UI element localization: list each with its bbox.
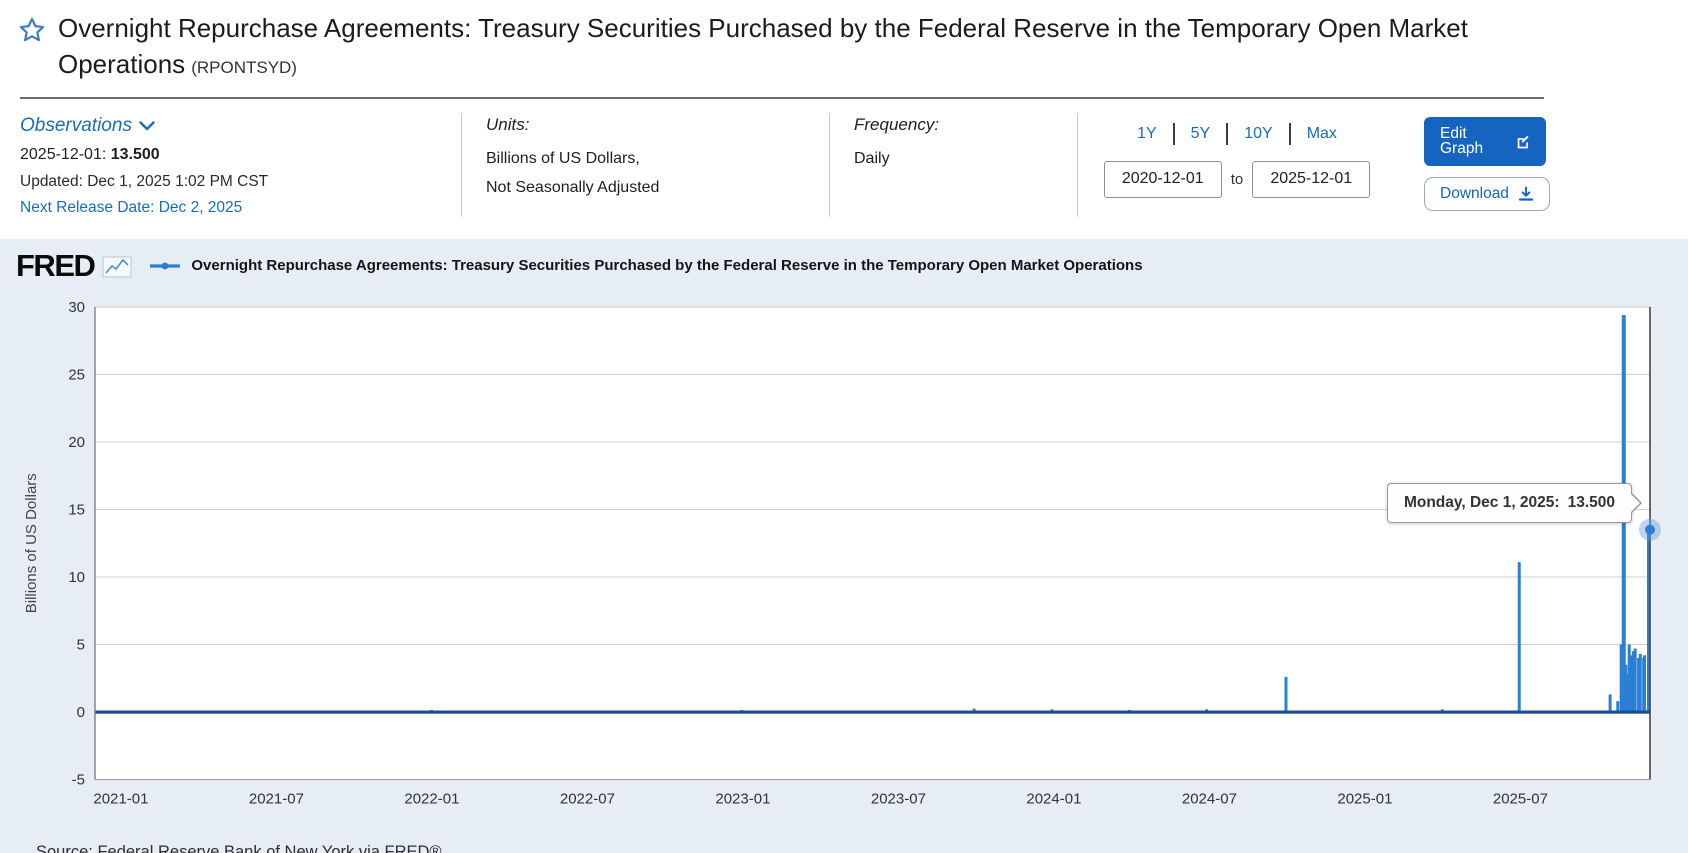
chart-header: FRED Overnight Repurchase Agreements: Tr… [12, 247, 1676, 283]
observations-column: Observations 2025-12-01: 13.500 Updated:… [20, 112, 462, 217]
data-spike [1284, 676, 1288, 712]
units-label: Units: [486, 114, 530, 134]
y-tick-label: 10 [68, 569, 85, 586]
chevron-down-icon [139, 121, 155, 130]
range-preset-1y[interactable]: 1Y [1137, 124, 1157, 142]
chart-panel: FRED Overnight Repurchase Agreements: Tr… [0, 238, 1688, 853]
sparkline-icon [102, 256, 132, 278]
latest-observation-date: 2025-12-01: [20, 145, 107, 163]
page-title: Overnight Repurchase Agreements: Treasur… [58, 10, 1548, 83]
range-preset-10y[interactable]: 10Y [1244, 124, 1273, 142]
data-spike [1630, 655, 1634, 712]
frequency-label: Frequency: [854, 114, 940, 134]
data-spike [1637, 657, 1641, 712]
edit-graph-label: Edit Graph [1440, 124, 1484, 158]
data-baseline [95, 710, 1650, 714]
frequency-column: Frequency: Daily [830, 112, 1078, 217]
source-text: Source: Federal Reserve Bank of New York… [36, 842, 442, 853]
series-meta-bar: Observations 2025-12-01: 13.500 Updated:… [0, 99, 1688, 233]
preset-divider [1172, 122, 1175, 145]
data-spike [1627, 644, 1631, 712]
edit-graph-button[interactable]: Edit Graph [1424, 116, 1546, 166]
fred-logo[interactable]: FRED [16, 247, 96, 283]
latest-observation-value: 13.500 [110, 145, 160, 163]
x-tick-label: 2023-07 [871, 790, 926, 807]
y-tick-label: -5 [72, 771, 85, 788]
updated-timestamp: Updated: Dec 1, 2025 1:02 PM CST [20, 172, 269, 190]
latest-observation: 2025-12-01: 13.500 [20, 146, 441, 164]
data-spike [1633, 648, 1637, 712]
x-tick-label: 2021-07 [249, 790, 304, 807]
series-code: (RPONTSYD) [191, 58, 297, 78]
download-button[interactable]: Download [1424, 176, 1550, 211]
plot-background [95, 306, 1650, 780]
units-line1: Billions of US Dollars, [486, 149, 640, 167]
x-tick-label: 2021-01 [93, 790, 148, 807]
end-date-input[interactable]: 2025-12-01 [1252, 160, 1371, 198]
edit-pencil-icon [1518, 135, 1529, 149]
x-tick-label: 2024-01 [1026, 790, 1081, 807]
preset-divider [1288, 122, 1291, 145]
actions-column: Edit Graph Download [1396, 113, 1566, 217]
preset-divider [1226, 122, 1229, 145]
legend-line-icon [150, 262, 181, 270]
download-icon [1518, 186, 1534, 201]
y-axis-title: Billions of US Dollars [23, 473, 40, 613]
y-tick-label: 25 [68, 366, 85, 383]
frequency-value: Daily [854, 149, 890, 167]
range-presets: 1Y 5Y 10Y Max [1088, 122, 1386, 145]
units-column: Units: Billions of US Dollars, Not Seaso… [462, 112, 830, 217]
units-line2: Not Seasonally Adjusted [486, 179, 660, 197]
chart-tooltip: Monday, Dec 1, 2025: 13.500 [1386, 482, 1643, 523]
next-release-link[interactable]: Next Release Date: Dec 2, 2025 [20, 198, 243, 216]
data-spike [1608, 694, 1612, 712]
start-date-input[interactable]: 2020-12-01 [1103, 160, 1222, 198]
data-spike [1616, 700, 1620, 712]
x-tick-label: 2022-07 [560, 790, 615, 807]
x-tick-label: 2022-01 [404, 790, 459, 807]
y-tick-label: 5 [77, 636, 85, 653]
header-divider [20, 96, 1544, 99]
chart-svg[interactable]: 30 25 20 15 10 5 0 -5 2021-01 2021-07 2022-01 2022-… [12, 285, 1676, 830]
x-tick-label: 2025-01 [1337, 790, 1392, 807]
y-tick-label: 30 [68, 299, 85, 316]
data-spike [1647, 529, 1650, 712]
chart-legend: Overnight Repurchase Agreements: Treasur… [148, 257, 1143, 275]
data-spike [1638, 653, 1642, 712]
chart-area: 30 25 20 15 10 5 0 -5 2021-01 2021-07 2022-01 2022-… [12, 285, 1676, 835]
data-spike [972, 708, 976, 712]
range-preset-max[interactable]: Max [1306, 124, 1337, 142]
legend-label: Overnight Repurchase Agreements: Treasur… [191, 257, 1143, 275]
page-header: Overnight Repurchase Agreements: Treasur… [0, 0, 1688, 83]
y-tick-label: 20 [68, 434, 85, 451]
series-title-text: Overnight Repurchase Agreements: Treasur… [58, 13, 1468, 80]
tooltip-value: 13.500 [1567, 493, 1615, 511]
y-tick-label: 0 [77, 704, 85, 721]
observations-label: Observations [20, 114, 132, 136]
range-column: 1Y 5Y 10Y Max 2020-12-01 to 2025-12-01 [1078, 113, 1396, 217]
download-label: Download [1440, 185, 1509, 203]
x-tick-label: 2023-01 [715, 790, 770, 807]
y-tick-label: 15 [68, 501, 85, 518]
x-tick-label: 2025-07 [1493, 790, 1548, 807]
favorite-star-icon[interactable] [18, 16, 46, 49]
range-preset-5y[interactable]: 5Y [1190, 124, 1211, 142]
data-spike [1517, 561, 1521, 712]
date-range-to-label: to [1230, 170, 1244, 188]
x-tick-label: 2024-07 [1182, 790, 1237, 807]
observations-toggle[interactable]: Observations [20, 115, 155, 137]
last-point-marker [1645, 524, 1655, 535]
data-spike [1643, 655, 1647, 712]
tooltip-date: Monday, Dec 1, 2025: [1403, 493, 1560, 511]
